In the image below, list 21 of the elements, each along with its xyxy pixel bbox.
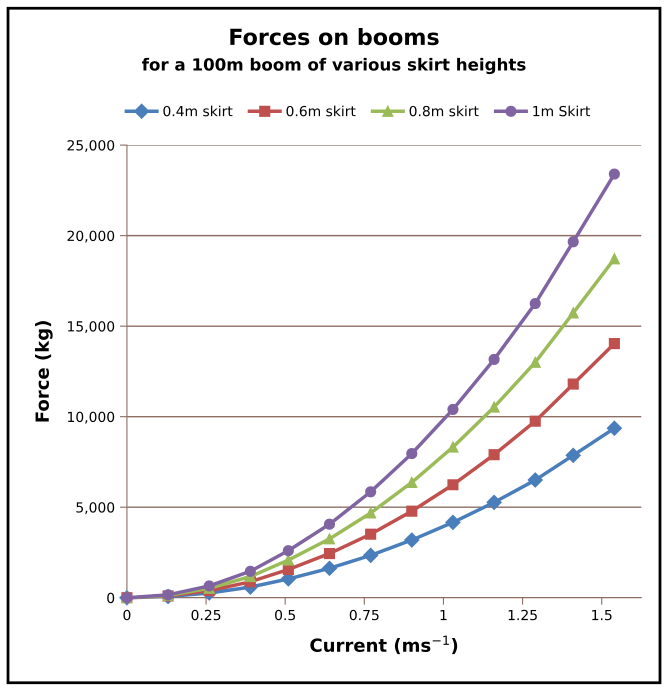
y-tick-label: 15,000 (68, 321, 114, 334)
y-tick-label: 10,000 (68, 412, 114, 424)
legend-label: 0.6m skirt (286, 106, 356, 116)
chart-subtitle: for a 100m boom of various skirt heights (142, 58, 526, 74)
chart-title: Forces on booms (230, 28, 439, 46)
x-axis-title: Current (ms$^{−1}$) (310, 636, 458, 654)
y-tick-label: 5,000 (76, 502, 114, 514)
y-axis-title: Force (kg) (35, 321, 53, 422)
legend-label: 0.4m skirt (163, 106, 232, 116)
y-tick-label: 25,000 (68, 140, 114, 152)
x-tick-label: 1.25 (508, 610, 537, 620)
x-tick-label: 1 (440, 610, 447, 620)
x-tick-label: 0.75 (350, 610, 379, 620)
y-tick-label: 0 (107, 592, 114, 604)
y-tick-label: 20,000 (68, 230, 114, 243)
x-tick-label: 1.5 (592, 610, 612, 620)
legend-label: 1m Skirt (533, 106, 590, 116)
x-tick-label: 0 (123, 610, 130, 620)
legend-label: 0.8m skirt (410, 106, 479, 116)
x-tick-label: 0.25 (192, 610, 220, 620)
x-tick-label: 0.5 (275, 610, 296, 620)
